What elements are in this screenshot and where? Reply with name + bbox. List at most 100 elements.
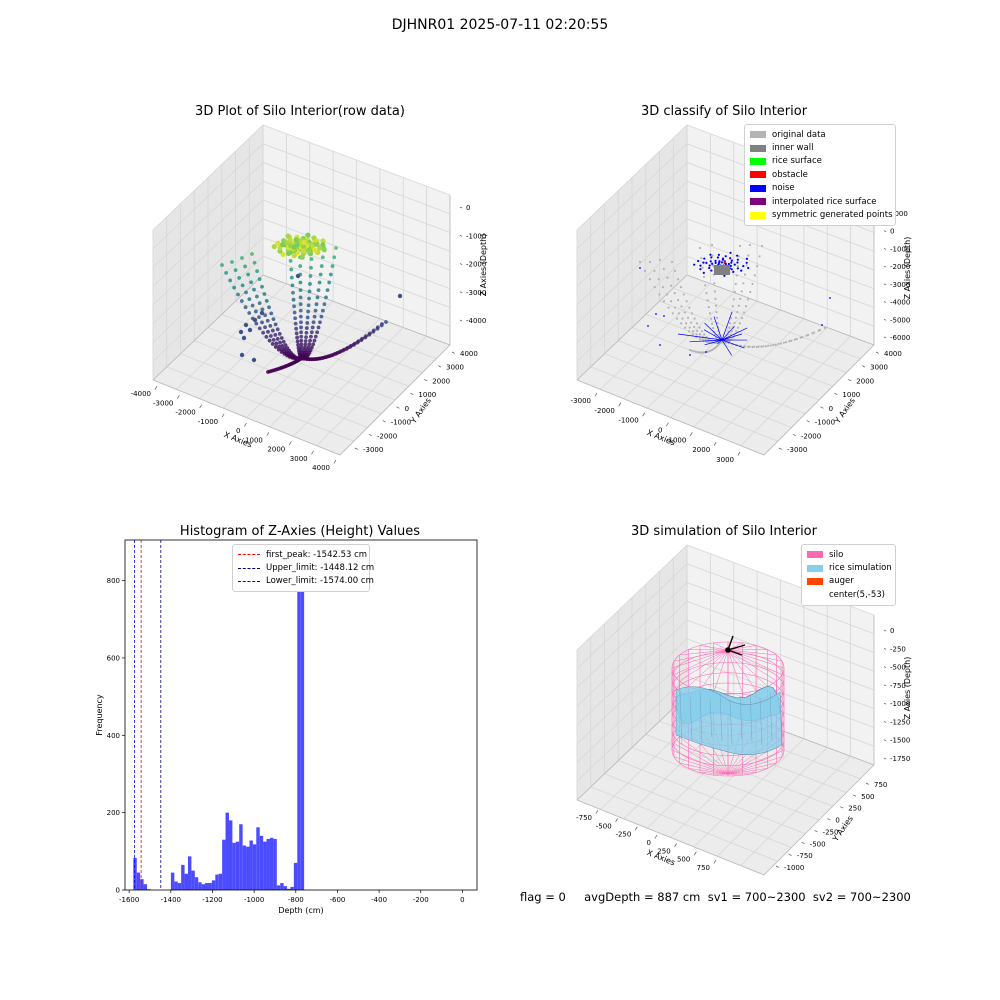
noise-spoke: [703, 329, 723, 341]
legend-entry: silo: [807, 548, 890, 561]
histogram-bar: [276, 885, 281, 890]
tick-mark: [618, 402, 622, 407]
noise-point: [740, 269, 743, 272]
axis-edge: [763, 344, 875, 456]
z-tick-label: 0: [890, 228, 894, 236]
raw-point: [334, 246, 338, 250]
silo-roof-wire: [727, 649, 777, 656]
original-data-point: [729, 338, 733, 341]
raw-point: [308, 282, 312, 286]
histogram-bar: [263, 841, 267, 890]
tick-mark: [634, 826, 638, 831]
histogram-bar: [300, 555, 305, 890]
tick-mark: [459, 234, 463, 237]
original-data-point: [743, 273, 747, 276]
noise-point: [716, 256, 720, 259]
floor-grid-line: [249, 287, 437, 360]
z-tick-label: -250: [890, 645, 906, 653]
raw-point: [324, 295, 328, 300]
histogram-bar: [211, 880, 216, 890]
back-grid-line: [262, 180, 451, 252]
z-tick-label: -1750: [890, 755, 910, 763]
silo-floor-wire: [673, 756, 729, 775]
raw-point: [275, 327, 280, 332]
raw-point: [303, 345, 307, 350]
raw-point: [308, 338, 312, 343]
raw-point: [340, 348, 345, 353]
x-tick-label: -1600: [119, 896, 139, 904]
tick-mark: [883, 248, 887, 250]
raw-point: [273, 345, 278, 349]
raw-point: [330, 353, 335, 357]
original-data-point: [703, 333, 706, 336]
raw-point: [325, 288, 330, 293]
y-tick-label: 3000: [446, 364, 464, 372]
y-tick-label: 800: [107, 577, 120, 585]
tick-mark: [713, 441, 717, 446]
side-grid-line: [576, 180, 688, 287]
raw-point: [292, 310, 297, 315]
raw-point: [304, 326, 309, 330]
raw-plot-title: 3D Plot of Silo Interior(row data): [195, 104, 405, 119]
status-footer: flag = 0 avgDepth = 887 cm sv1 = 700~230…: [520, 890, 911, 904]
tick-mark: [875, 351, 879, 354]
floor-grid-line: [693, 318, 805, 428]
raw-point: [299, 338, 304, 343]
floor-grid-line: [740, 755, 851, 866]
tick-mark: [775, 865, 779, 868]
histogram-bar: [205, 883, 209, 890]
original-data-point: [742, 311, 746, 314]
raw-point: [298, 302, 303, 307]
raw-point: [337, 350, 342, 355]
noise-point: [821, 324, 823, 326]
original-data-point: [701, 338, 704, 341]
tick-mark: [437, 365, 442, 368]
noise-point: [655, 313, 657, 315]
original-data-point: [677, 312, 680, 315]
raw-point: [284, 240, 290, 246]
back-grid-line: [686, 619, 875, 691]
tick-mark: [840, 806, 844, 809]
raw-point: [255, 269, 260, 274]
raw-point: [252, 260, 257, 265]
histogram-bar: [249, 840, 253, 890]
x-tick-label: -1400: [161, 896, 181, 904]
noise-point: [742, 264, 745, 268]
raw-point: [266, 329, 270, 334]
raw-point: [348, 345, 352, 349]
floor-grid-line: [645, 314, 833, 387]
floor-grid-line: [631, 327, 820, 401]
raw-point: [270, 342, 275, 346]
raw-point: [293, 321, 298, 326]
rice-mesh-line: [679, 689, 683, 746]
raw-point: [260, 320, 264, 325]
raw-point: [291, 253, 297, 259]
raw-point: [250, 252, 254, 256]
original-data-point: [707, 306, 710, 309]
noise-point: [714, 261, 717, 264]
original-data-point: [686, 316, 690, 319]
original-data-point: [738, 322, 742, 325]
original-data-point: [698, 246, 702, 250]
original-data-point: [749, 290, 752, 294]
noise-point: [724, 255, 727, 258]
side-grid-line: [152, 199, 264, 306]
raw-point: [384, 320, 388, 324]
noise-point: [721, 257, 725, 260]
silo-roof-wire: [727, 649, 768, 687]
raw-point: [371, 329, 376, 334]
raw-point: [263, 313, 268, 318]
original-data-point: [801, 335, 804, 339]
raw-point: [293, 316, 298, 321]
x-tick-label: 1000: [245, 436, 263, 444]
original-data-point: [710, 243, 714, 247]
original-data-point: [702, 275, 706, 278]
raw-point: [290, 283, 295, 288]
noise-point: [697, 259, 700, 263]
noise-point: [710, 269, 713, 272]
original-data-point: [737, 255, 740, 258]
noise-point: [730, 268, 733, 271]
original-data-point: [713, 290, 717, 293]
raw-point: [320, 238, 326, 244]
tick-mark: [865, 782, 869, 785]
